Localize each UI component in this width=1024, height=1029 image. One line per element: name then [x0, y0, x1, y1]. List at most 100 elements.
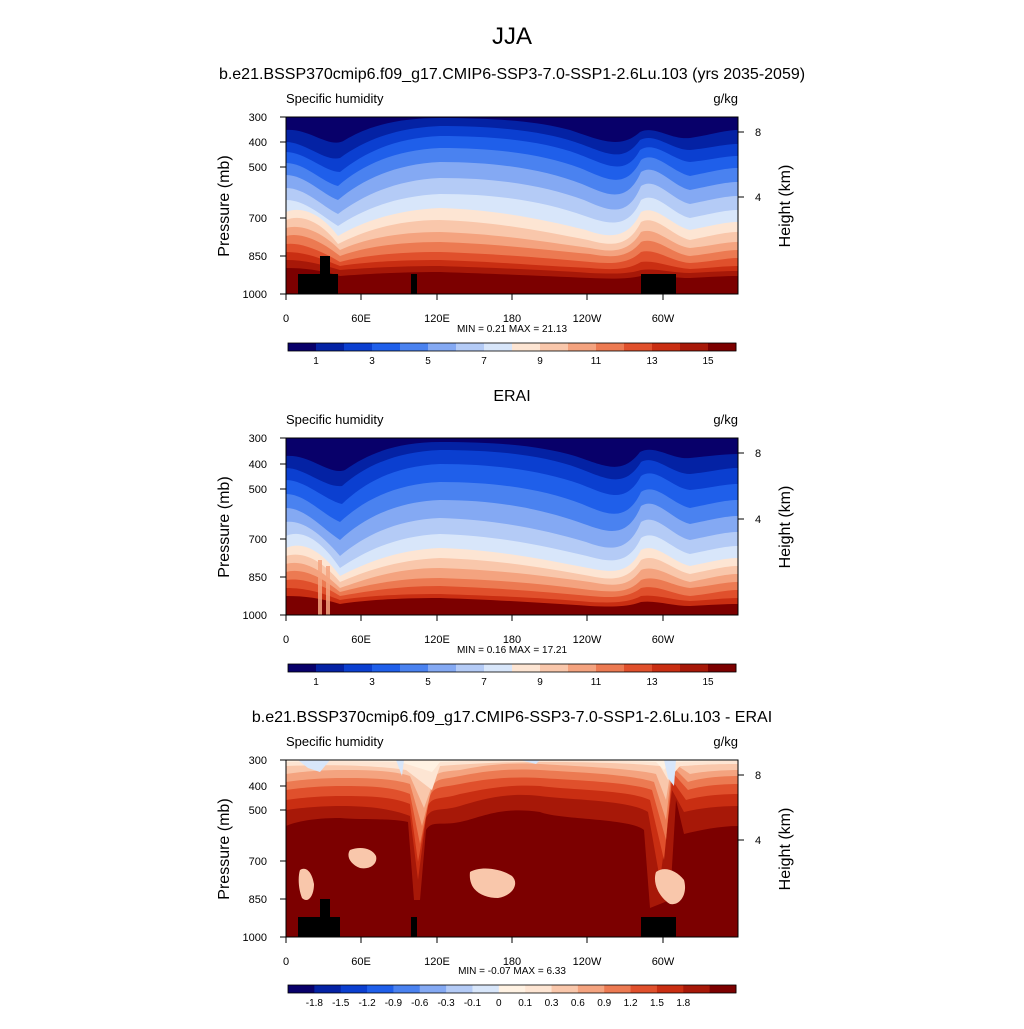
lon-tick-0: 0 — [283, 634, 289, 646]
pressure-tick-300: 300 — [249, 755, 267, 767]
colorbar-swatch — [498, 985, 526, 993]
pressure-tick-850: 850 — [249, 251, 267, 263]
colorbar-swatch — [652, 664, 681, 672]
colorbar-swatch — [344, 343, 373, 351]
colorbar-swatch — [624, 343, 653, 351]
height-tick-8: 8 — [755, 127, 761, 139]
colorbar-label: 15 — [702, 677, 714, 688]
panel-model-pressure-ticks: 300 400 500 700 850 1000 — [243, 112, 267, 301]
colorbar-label: 7 — [481, 677, 487, 688]
panel-erai-y2label: Height (km) — [777, 486, 794, 569]
colorbar-swatch — [577, 985, 605, 993]
colorbar-label: 9 — [537, 677, 543, 688]
panel-model-variable-label: Specific humidity — [286, 91, 384, 106]
lon-tick-120e: 120E — [424, 313, 450, 325]
panel-erai-colorbar: 1 3 5 7 9 11 13 15 — [287, 663, 737, 688]
colorbar-label: 1 — [313, 677, 319, 688]
panel-erai-pressure-ticks: 300 400 500 700 850 1000 — [243, 433, 267, 622]
colorbar-swatch — [400, 664, 429, 672]
panel-difference-header: b.e21.BSSP370cmip6.f09_g17.CMIP6-SSP3-7.… — [252, 709, 772, 726]
colorbar-swatch — [680, 664, 709, 672]
pressure-tick-500: 500 — [249, 162, 267, 174]
colorbar-label: 3 — [369, 677, 375, 688]
panel-difference-stats: MIN = -0.07 MAX = 6.33 — [458, 966, 566, 977]
colorbar-swatch — [708, 664, 737, 672]
colorbar-swatch — [340, 985, 368, 993]
panel-difference-height-ticks: 8 4 — [755, 770, 761, 847]
colorbar-label: 3 — [369, 356, 375, 367]
height-tick-8: 8 — [755, 448, 761, 460]
colorbar-swatch — [419, 985, 447, 993]
topography-mask — [298, 256, 676, 294]
lon-tick-180: 180 — [503, 313, 521, 325]
colorbar-swatch — [568, 343, 597, 351]
colorbar-swatch — [316, 343, 345, 351]
panel-model-y2label: Height (km) — [777, 165, 794, 248]
colorbar-label: 0.6 — [571, 998, 585, 1009]
panel-model-lon-ticks: 0 60E 120E 180 120W 60W — [283, 313, 675, 325]
colorbar-swatch — [604, 985, 632, 993]
contour-fill-level-16 — [286, 268, 738, 294]
panel-difference-colorbar: -1.8 -1.5 -1.2 -0.9 -0.6 -0.3 -0.1 0 0.1 0.3 0.6 0.… — [287, 984, 737, 1009]
colorbar-swatch — [344, 664, 373, 672]
pressure-tick-850: 850 — [249, 572, 267, 584]
panel-model-plot-area — [286, 117, 738, 294]
height-tick-4: 4 — [755, 192, 761, 204]
lon-tick-0: 0 — [283, 313, 289, 325]
colorbar-label: 0.9 — [597, 998, 611, 1009]
colorbar-label: -1.2 — [358, 998, 376, 1009]
colorbar-swatch — [288, 985, 315, 993]
height-tick-8: 8 — [755, 770, 761, 782]
colorbar-swatch — [596, 664, 625, 672]
colorbar-label: 1.8 — [676, 998, 690, 1009]
panel-model-units-label: g/kg — [713, 91, 738, 106]
colorbar-label: -1.8 — [306, 998, 324, 1009]
colorbar-label: 1.2 — [624, 998, 638, 1009]
colorbar-label: 15 — [702, 356, 714, 367]
panel-model-ylabel: Pressure (mb) — [216, 155, 233, 256]
topography-streaks — [318, 560, 330, 615]
lon-tick-180: 180 — [503, 956, 521, 968]
colorbar-swatch — [624, 664, 653, 672]
colorbar-swatch — [596, 343, 625, 351]
contour-fill-level-16 — [286, 596, 738, 615]
colorbar-swatch — [512, 664, 541, 672]
lon-tick-120e: 120E — [424, 956, 450, 968]
pressure-tick-500: 500 — [249, 484, 267, 496]
colorbar-frame — [287, 342, 737, 352]
pressure-tick-300: 300 — [249, 112, 267, 124]
colorbar-label: 13 — [646, 677, 658, 688]
lon-tick-60e: 60E — [351, 956, 371, 968]
colorbar-label: 0 — [496, 998, 502, 1009]
colorbar-label: 9 — [537, 356, 543, 367]
panel-model-height-ticks: 8 4 — [755, 127, 761, 204]
contour-fill-level-9 — [286, 760, 738, 772]
panel-erai-units-label: g/kg — [713, 412, 738, 427]
colorbar-swatch — [656, 985, 684, 993]
pressure-tick-1000: 1000 — [243, 289, 267, 301]
topography-mask — [298, 899, 676, 937]
pressure-tick-850: 850 — [249, 894, 267, 906]
colorbar-swatch — [683, 985, 711, 993]
panel-difference-pressure-ticks: 300 400 500 700 850 1000 — [243, 755, 267, 944]
height-tick-4: 4 — [755, 835, 761, 847]
colorbar-label: -0.6 — [411, 998, 429, 1009]
colorbar-swatch — [372, 343, 401, 351]
lon-tick-60e: 60E — [351, 313, 371, 325]
colorbar-label: 7 — [481, 356, 487, 367]
pressure-tick-400: 400 — [249, 459, 267, 471]
colorbar-swatch — [540, 343, 569, 351]
pressure-tick-400: 400 — [249, 781, 267, 793]
colorbar-swatch — [484, 343, 513, 351]
panel-erai-variable-label: Specific humidity — [286, 412, 384, 427]
colorbar-label: 11 — [591, 356, 602, 367]
pressure-tick-700: 700 — [249, 534, 267, 546]
colorbar-swatch — [568, 664, 597, 672]
colorbar-swatch — [708, 343, 737, 351]
colorbar-swatch — [393, 985, 421, 993]
colorbar-label: 1.5 — [650, 998, 664, 1009]
pressure-tick-1000: 1000 — [243, 610, 267, 622]
panel-model-colorbar: 1 3 5 7 9 11 13 15 — [287, 342, 737, 367]
panel-erai-plot-area — [286, 438, 738, 615]
